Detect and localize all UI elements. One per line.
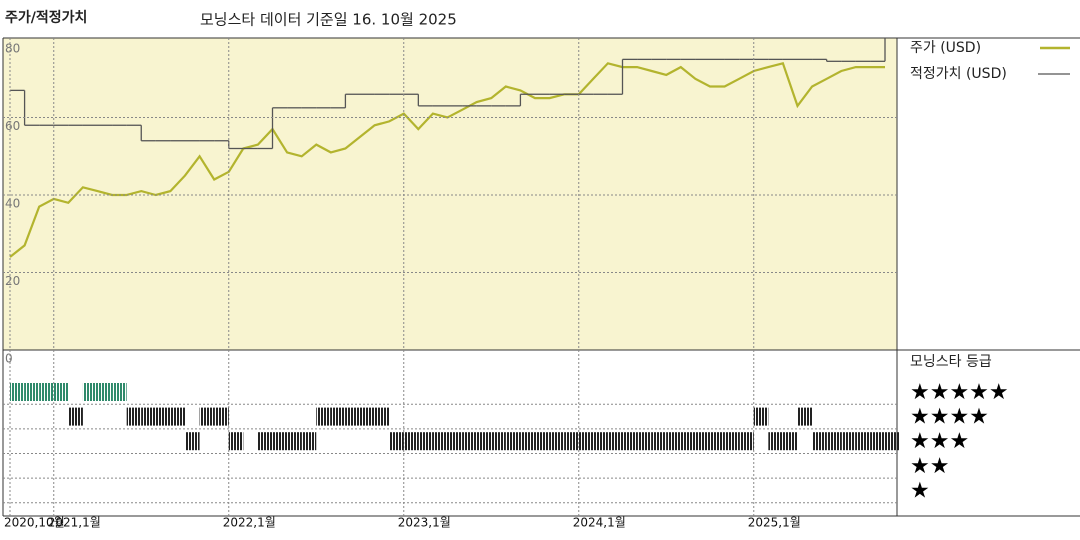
rating-bar xyxy=(199,407,215,426)
rating-bar xyxy=(272,432,288,451)
rating-level: ★★ xyxy=(910,454,949,479)
rating-bar xyxy=(97,383,113,401)
y-tick-label: 80 xyxy=(5,42,20,56)
rating-bar xyxy=(432,432,448,451)
x-tick-label: 2025,1월 xyxy=(748,516,801,530)
rating-level: ★★★★★ xyxy=(910,380,1009,405)
rating-bar xyxy=(24,383,40,401)
x-tick-label: 2020,10월 xyxy=(4,516,65,530)
rating-level: ★ xyxy=(910,478,930,503)
rating-bar xyxy=(330,407,346,426)
chart-title: 주가/적정가치 xyxy=(5,9,87,26)
rating-bar xyxy=(491,432,506,451)
rating-bar xyxy=(185,432,200,451)
rating-bar xyxy=(345,407,360,426)
legend-label: 적정가치 (USD) xyxy=(910,66,1007,82)
rating-bar xyxy=(141,407,156,426)
rating-bar xyxy=(782,432,798,451)
rating-bar xyxy=(637,432,652,451)
rating-bar xyxy=(870,432,885,451)
rating-bar xyxy=(651,432,667,451)
rating-bar xyxy=(520,432,535,451)
rating-bar xyxy=(301,432,317,451)
rating-bar xyxy=(535,432,550,451)
rating-bar xyxy=(418,432,433,451)
rating-bar xyxy=(622,432,638,451)
rating-bar xyxy=(855,432,871,451)
rating-bar xyxy=(885,432,900,451)
rating-bar xyxy=(68,407,83,426)
rating-bar xyxy=(462,432,477,451)
rating-bar xyxy=(739,432,754,451)
rating-bar xyxy=(549,432,565,451)
rating-bar xyxy=(53,383,69,401)
rating-bar xyxy=(403,432,419,451)
x-tick-label: 2021,1월 xyxy=(48,516,101,530)
rating-bar xyxy=(593,432,608,451)
rating-bar xyxy=(505,432,521,451)
rating-bar xyxy=(389,432,404,451)
rating-bar xyxy=(695,432,710,451)
rating-bar xyxy=(753,407,769,426)
rating-bar xyxy=(564,432,579,451)
rating-level: ★★★★ xyxy=(910,405,989,430)
rating-bar xyxy=(374,407,390,426)
x-tick-label: 2024,1월 xyxy=(573,516,626,530)
rating-bar xyxy=(257,432,273,451)
x-tick-label: 2023,1월 xyxy=(398,516,451,530)
rating-bar xyxy=(316,407,331,426)
rating-bar xyxy=(155,407,171,426)
rating-bar xyxy=(447,432,463,451)
legend-label: 주가 (USD) xyxy=(910,40,981,56)
rating-title: 모닝스타 등급 xyxy=(910,354,992,370)
rating-bar xyxy=(680,432,696,451)
rating-bar xyxy=(578,432,594,451)
rating-bar xyxy=(170,407,185,426)
plot-area xyxy=(3,38,897,350)
y-tick-label: 40 xyxy=(5,197,20,211)
rating-bar xyxy=(812,432,827,451)
rating-bar xyxy=(710,432,725,451)
rating-bar xyxy=(841,432,856,451)
rating-bar xyxy=(82,383,98,401)
rating-bar xyxy=(214,407,229,426)
rating-bar xyxy=(724,432,740,451)
rating-bar xyxy=(39,383,54,401)
rating-bar xyxy=(476,432,492,451)
chart-subtitle: 모닝스타 데이터 기준일 16. 10월 2025 xyxy=(200,11,457,29)
rating-bar xyxy=(607,432,623,451)
x-tick-label: 2022,1월 xyxy=(223,516,276,530)
rating-bar xyxy=(768,432,783,451)
rating-bar xyxy=(360,407,375,426)
y-tick-label: 0 xyxy=(5,352,13,366)
rating-bar xyxy=(126,407,142,426)
rating-bar xyxy=(10,383,25,401)
y-tick-label: 60 xyxy=(5,119,20,133)
rating-bar xyxy=(826,432,842,451)
rating-bar xyxy=(666,432,681,451)
rating-bar xyxy=(228,432,244,451)
rating-bar xyxy=(797,407,813,426)
rating-bar xyxy=(287,432,302,451)
rating-bar xyxy=(112,383,127,401)
y-tick-label: 20 xyxy=(5,274,20,288)
rating-level: ★★★ xyxy=(910,429,969,454)
